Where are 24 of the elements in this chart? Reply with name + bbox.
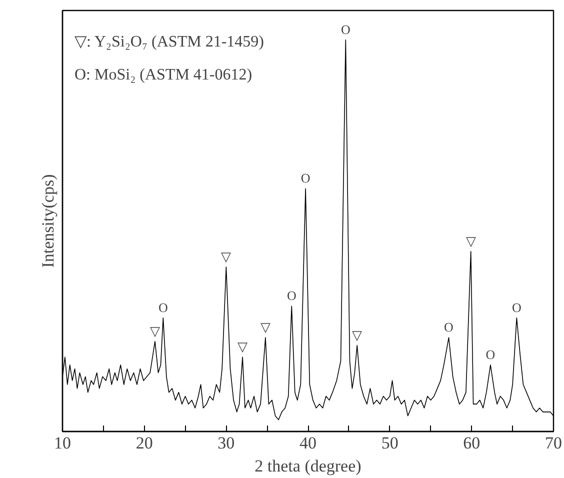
annotation: ▽ [260,320,270,335]
annotation: ▽: Y₂Si₂O₇ (ASTM 21-1459) [74,34,264,50]
annotation: ▽ [221,249,232,264]
annotation: O [158,300,168,315]
x-tick-label: 10 [54,434,71,452]
x-tick-label: 50 [381,434,398,452]
x-tick-label: 20 [136,434,153,452]
annotation: ▽ [352,327,362,342]
x-axis-title: 2 theta (degree) [254,456,362,476]
annotation: O [300,170,310,186]
annotation: O [286,288,296,304]
x-tick-label: 60 [463,434,480,452]
annotation: O [444,320,454,335]
y-axis-title: Intensity(cps) [38,174,58,268]
annotation: ▽ [466,233,476,248]
annotation: O [486,346,496,362]
annotation: O: MoSi₂ (ASTM 41-0612) [74,66,252,84]
x-tick-label: 40 [300,434,316,452]
annotation: O [340,22,350,37]
x-tick-label: 70 [545,434,562,452]
annotation: ▽ [238,339,248,354]
annotation: ▽ [150,323,160,338]
annotation: O [512,300,522,315]
x-tick-label: 30 [218,434,235,452]
